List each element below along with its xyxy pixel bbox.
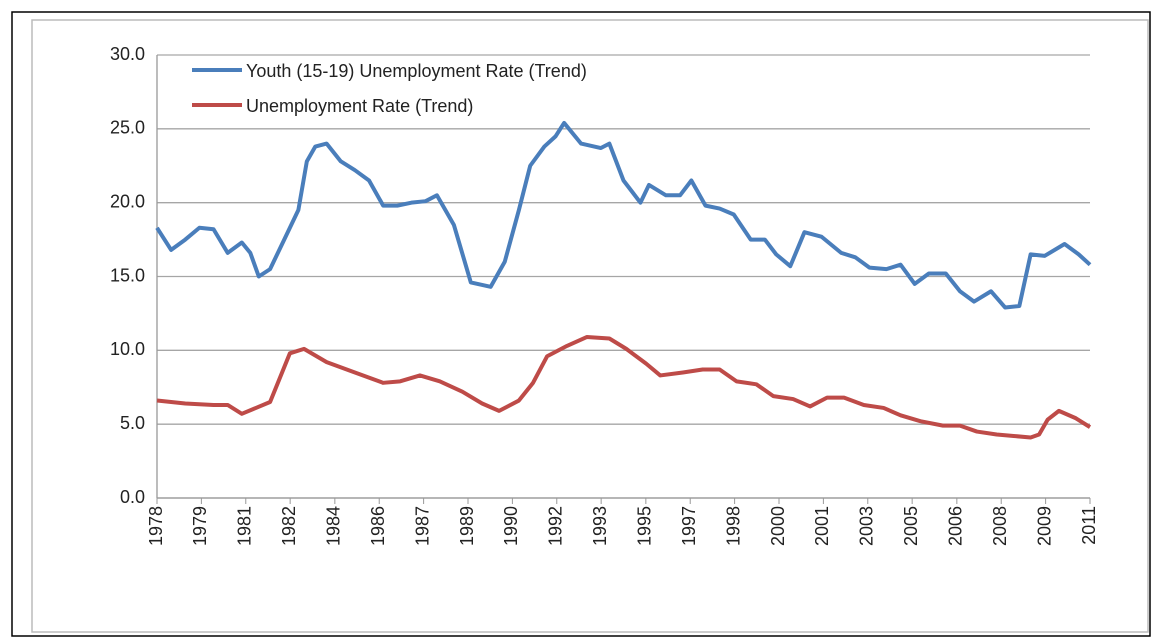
y-tick-label: 25.0: [110, 118, 145, 138]
series-line: [156, 335, 1092, 440]
x-tick-label: 2006: [946, 506, 966, 546]
x-tick-label: 1986: [368, 506, 388, 546]
x-tick-label: 1978: [146, 506, 166, 546]
y-tick-label: 10.0: [110, 339, 145, 359]
x-tick-label: 2008: [990, 506, 1010, 546]
legend-label: Youth (15-19) Unemployment Rate (Trend): [246, 61, 587, 81]
x-tick-label: 2011: [1079, 506, 1099, 545]
x-tick-label: 2000: [768, 506, 788, 546]
y-tick-label: 15.0: [110, 265, 145, 285]
x-tick-label: 1995: [635, 506, 655, 546]
x-tick-label: 1998: [723, 506, 743, 546]
x-tick-label: 2005: [901, 506, 921, 546]
x-tick-label: 1987: [412, 506, 432, 546]
x-tick-label: 2001: [812, 506, 832, 546]
x-tick-label: 1981: [235, 506, 255, 546]
x-tick-label: 1992: [546, 506, 566, 546]
y-tick-label: 20.0: [110, 191, 145, 211]
x-tick-label: 1990: [501, 506, 521, 546]
x-tick-label: 2003: [857, 506, 877, 546]
x-tick-label: 1979: [190, 506, 210, 546]
x-tick-label: 1993: [590, 506, 610, 546]
x-tick-label: 2009: [1034, 506, 1054, 546]
x-tick-label: 1984: [324, 506, 344, 546]
y-tick-label: 30.0: [110, 44, 145, 64]
x-tick-label: 1989: [457, 506, 477, 546]
series-line: [155, 120, 1092, 310]
y-tick-label: 0.0: [120, 487, 145, 507]
y-tick-label: 5.0: [120, 413, 145, 433]
chart-frame: [31, 19, 1149, 633]
x-tick-label: 1997: [679, 506, 699, 546]
legend-label: Unemployment Rate (Trend): [246, 96, 473, 116]
x-tick-label: 1982: [279, 506, 299, 546]
